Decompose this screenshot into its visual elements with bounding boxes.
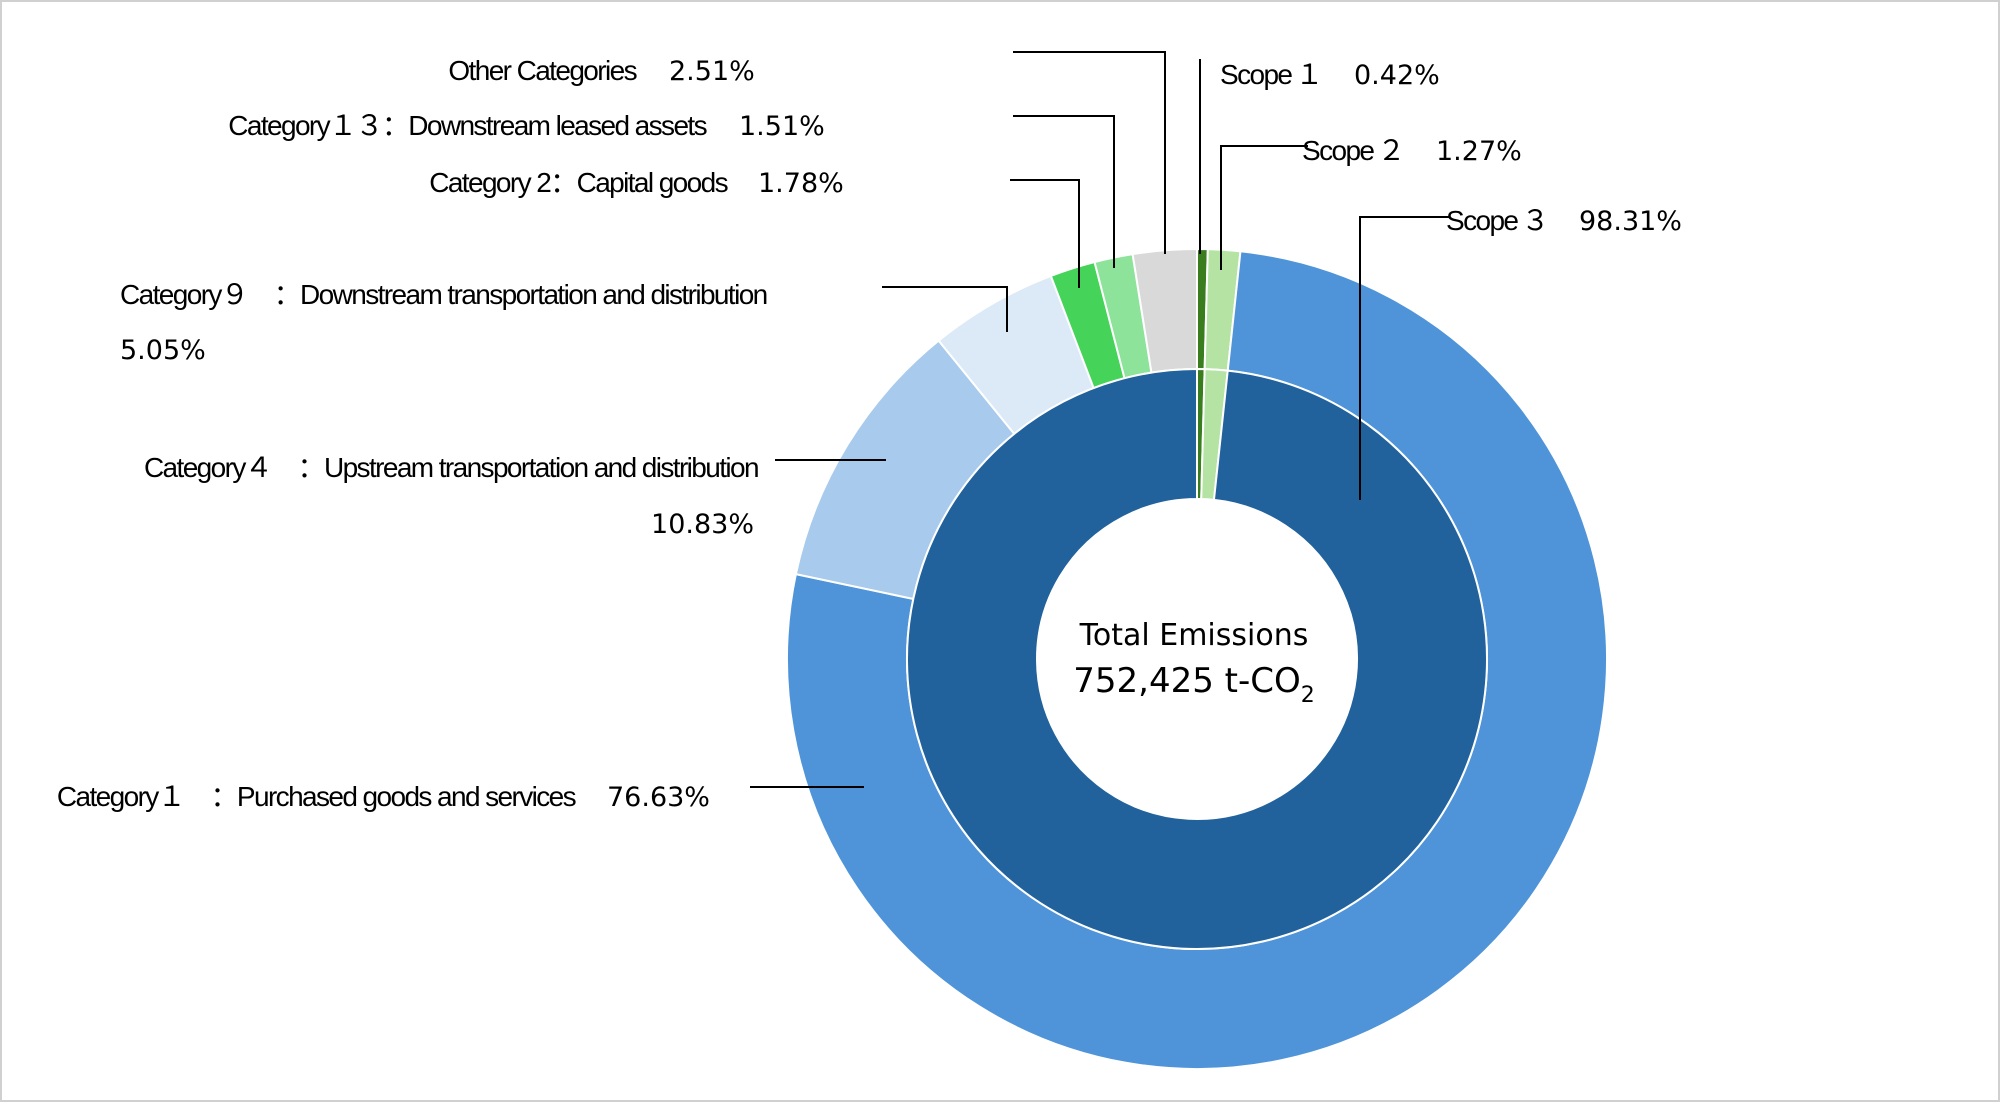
slice-labels: Other Categories 2.51% Category１３：Downstre… — [57, 55, 1682, 813]
outer-label-category13-downstream-leased-assets-percent: 1.51% — [739, 111, 825, 142]
center-total-number: 752,425 t-CO — [1073, 661, 1301, 701]
outer-label-category9-downstream-transportation-and-distribution: Category９ ：Downstream transportation and… — [120, 279, 767, 310]
outer-label-other-categories: Other Categories — [448, 55, 636, 86]
leader-line — [1013, 51, 1166, 254]
inner-label-scope-1-percent: 0.42% — [1354, 60, 1440, 91]
outer-label-category1-purchased-goods-and-services: Category１ ：Purchased goods and services — [57, 781, 576, 812]
donut-hole — [1037, 499, 1357, 819]
leader-line — [882, 286, 1008, 332]
outer-label-category9-downstream-transportation-and-distribution-percent: 5.05% — [120, 335, 206, 366]
outer-label-category4-upstream-transportation-and-distribution-percent: 10.83% — [651, 509, 754, 540]
center-title: Total Emissions — [1079, 618, 1309, 653]
inner-label-scope-2-percent: 1.27% — [1436, 136, 1522, 167]
leader-lines — [750, 51, 1450, 788]
inner-label-scope-3: Scope ３ — [1446, 205, 1548, 236]
center-total-value: 752,425 t-CO2 — [1073, 661, 1315, 708]
outer-label-category-2-capital-goods-percent: 1.78% — [758, 168, 844, 199]
outer-label-category4-upstream-transportation-and-distribution: Category４ ：Upstream transportation and d… — [144, 452, 758, 483]
inner-label-scope-3-percent: 98.31% — [1579, 206, 1682, 237]
outer-label-category-2-capital-goods: Category 2：Capital goods — [429, 167, 727, 198]
inner-label-scope-1: Scope １ — [1220, 59, 1322, 90]
inner-label-scope-2: Scope ２ — [1302, 135, 1404, 166]
center-total-subscript: 2 — [1301, 683, 1315, 708]
outer-label-other-categories-percent: 2.51% — [669, 56, 755, 87]
outer-label-category1-purchased-goods-and-services-percent: 76.63% — [607, 782, 710, 813]
outer-label-category13-downstream-leased-assets: Category１３：Downstream leased assets — [228, 110, 706, 141]
leader-line — [1220, 145, 1308, 270]
leader-line — [1013, 115, 1115, 268]
leader-line — [1359, 216, 1450, 500]
leader-line — [1010, 179, 1080, 288]
